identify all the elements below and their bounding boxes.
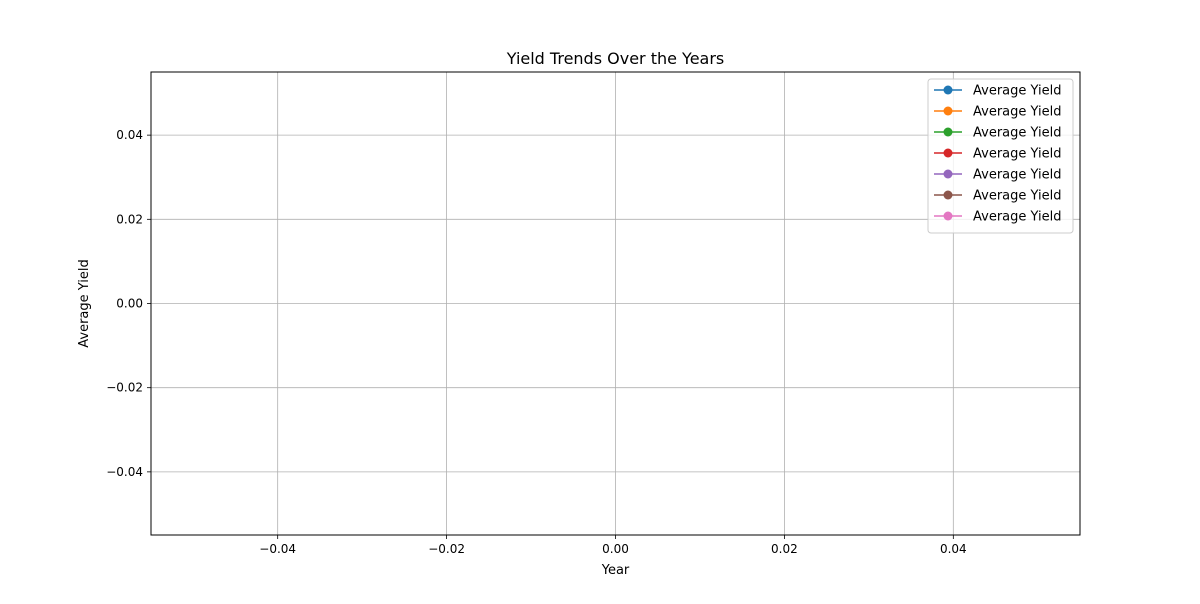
legend-label: Average Yield	[973, 189, 1061, 204]
legend-item: Average Yield	[934, 126, 1061, 141]
y-tick-label: −0.02	[106, 381, 143, 395]
legend-label: Average Yield	[973, 126, 1061, 141]
x-tick-label: 0.00	[602, 542, 629, 556]
x-tick-label: 0.04	[940, 542, 967, 556]
legend-label: Average Yield	[973, 147, 1061, 162]
legend-marker	[943, 169, 953, 179]
legend-item: Average Yield	[934, 84, 1061, 99]
legend: Average Yield Average Yield Average Yield A…	[927, 78, 1074, 234]
legend-box	[927, 78, 1074, 234]
x-tick-label: 0.02	[771, 542, 798, 556]
legend-marker	[943, 211, 953, 221]
legend-marker	[943, 127, 953, 137]
legend-label: Average Yield	[973, 84, 1061, 99]
y-axis-label: Average Yield	[77, 259, 92, 347]
legend-marker	[943, 106, 953, 116]
x-tick-label: −0.02	[428, 542, 465, 556]
y-tick-label: 0.02	[116, 212, 143, 226]
legend-label: Average Yield	[973, 105, 1061, 120]
legend-label: Average Yield	[973, 210, 1061, 225]
chart-title: Yield Trends Over the Years	[506, 49, 725, 68]
legend-item: Average Yield	[934, 105, 1061, 120]
gridlines	[151, 72, 1080, 535]
y-tick-label: −0.04	[106, 465, 143, 479]
legend-item: Average Yield	[934, 147, 1061, 162]
legend-label: Average Yield	[973, 168, 1061, 183]
x-tick-label: −0.04	[259, 542, 296, 556]
legend-marker	[943, 85, 953, 95]
y-tick-label: 0.00	[116, 297, 143, 311]
legend-marker	[943, 148, 953, 158]
x-axis-label: Year	[601, 563, 630, 578]
y-tick-label: 0.04	[116, 128, 143, 142]
axis-ticks: −0.04 −0.02 0.00 0.02 0.04 −0.04 −0.02 0.00 0.02…	[106, 128, 966, 556]
legend-marker	[943, 190, 953, 200]
legend-item: Average Yield	[934, 189, 1061, 204]
legend-item: Average Yield	[934, 168, 1061, 183]
legend-item: Average Yield	[934, 210, 1061, 225]
